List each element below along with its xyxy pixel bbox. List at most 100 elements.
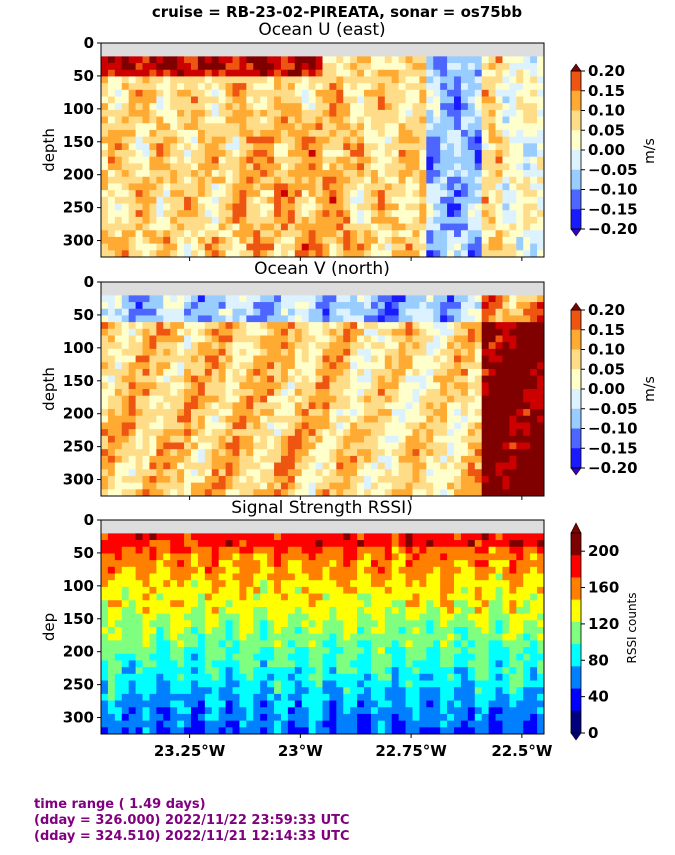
heatmap-cell (350, 475, 358, 484)
heatmap-cell (405, 129, 413, 138)
heatmap-cell (495, 389, 503, 397)
heatmap-cell (370, 348, 379, 356)
heatmap-cell (149, 546, 157, 554)
heatmap-cell (294, 56, 303, 64)
heatmap-cell (204, 462, 213, 470)
heatmap-cell (495, 395, 503, 403)
heatmap-cell (537, 362, 545, 370)
heatmap-cell (204, 210, 213, 218)
heatmap-cell (322, 335, 330, 343)
heatmap-cell (370, 190, 379, 198)
heatmap-cell (197, 328, 206, 336)
heatmap-cell (488, 96, 496, 104)
heatmap-cell (357, 69, 365, 77)
heatmap-cell (225, 389, 233, 397)
heatmap-cell (232, 455, 240, 463)
heatmap-cell (336, 76, 344, 84)
heatmap-cell (184, 593, 192, 601)
heatmap-cell (287, 250, 296, 258)
heatmap-cell (364, 368, 372, 377)
heatmap-cell (301, 593, 310, 601)
heatmap-cell (357, 89, 365, 97)
heatmap-cell (218, 116, 226, 124)
heatmap-cell (101, 96, 109, 104)
heatmap-cell (322, 129, 330, 138)
heatmap-cell (142, 362, 150, 370)
heatmap-cell (412, 322, 420, 330)
heatmap-cell (280, 720, 289, 728)
heatmap-cell (267, 613, 275, 621)
heatmap-cell (107, 183, 116, 191)
heatmap-cell (301, 116, 310, 124)
heatmap-cell (267, 707, 275, 715)
heatmap-cell (260, 109, 268, 117)
heatmap-cell (184, 613, 192, 621)
heatmap-cell (537, 56, 545, 64)
heatmap-cell (211, 69, 220, 77)
heatmap-cell (280, 143, 289, 151)
heatmap-cell (322, 687, 330, 695)
heatmap-cell (322, 475, 330, 484)
heatmap-cell (509, 295, 517, 303)
heatmap-cell (101, 69, 109, 77)
heatmap-cell (301, 633, 310, 641)
heatmap-cell (426, 170, 434, 178)
heatmap-cell (523, 322, 531, 330)
heatmap-cell (412, 489, 420, 497)
heatmap-cell (142, 533, 150, 541)
heatmap-cell (135, 442, 143, 450)
heatmap-cell (218, 243, 226, 251)
heatmap-cell (267, 328, 275, 336)
heatmap-cell (398, 375, 406, 383)
heatmap-cell (315, 489, 323, 497)
heatmap-cell (163, 560, 171, 568)
heatmap-cell (495, 203, 503, 211)
heatmap-cell (128, 295, 137, 303)
heatmap-cell (447, 449, 455, 457)
ytick-label: 50 (73, 67, 94, 85)
heatmap-cell (253, 315, 261, 323)
heatmap-cell (377, 176, 386, 184)
heatmap-cell (454, 348, 462, 356)
heatmap-cell (274, 533, 282, 541)
heatmap-cell (190, 89, 199, 97)
heatmap-cell (163, 156, 171, 164)
heatmap-cell (322, 435, 330, 443)
heatmap-cell (218, 362, 226, 370)
heatmap-cell (474, 123, 483, 131)
heatmap-cell (433, 96, 441, 104)
heatmap-cell (280, 230, 289, 238)
colorbar-v: 0.200.150.100.050.00−0.05−0.10−0.15−0.20 (570, 301, 638, 477)
heatmap-cell (274, 409, 282, 417)
heatmap-cell (474, 109, 483, 117)
heatmap-cell (190, 687, 199, 695)
heatmap-cell (128, 302, 137, 310)
heatmap-cell (149, 203, 157, 211)
heatmap-cell (135, 136, 143, 144)
heatmap-cell (280, 600, 289, 608)
heatmap-cell (391, 455, 400, 463)
heatmap-cell (107, 653, 116, 661)
heatmap-cell (121, 720, 130, 728)
heatmap-cell (343, 89, 351, 97)
heatmap-cell (495, 89, 503, 97)
heatmap-cell (294, 489, 303, 497)
heatmap-cell (384, 489, 393, 497)
heatmap-cell (467, 196, 476, 204)
heatmap-cell (537, 415, 545, 423)
heatmap-cell (101, 389, 109, 397)
heatmap-cell (488, 243, 496, 251)
heatmap-cell (101, 546, 109, 554)
heatmap-cell (419, 56, 427, 64)
heatmap-cell (364, 322, 372, 330)
heatmap-cell (315, 223, 323, 231)
heatmap-cell (308, 395, 316, 403)
heatmap-cell (343, 368, 351, 377)
heatmap-cell (170, 89, 178, 97)
heatmap-cell (301, 230, 310, 238)
heatmap-cell (509, 475, 517, 484)
heatmap-cell (426, 83, 434, 91)
heatmap-cell (253, 442, 261, 450)
heatmap-cell (357, 236, 365, 245)
heatmap-cell (343, 183, 351, 191)
